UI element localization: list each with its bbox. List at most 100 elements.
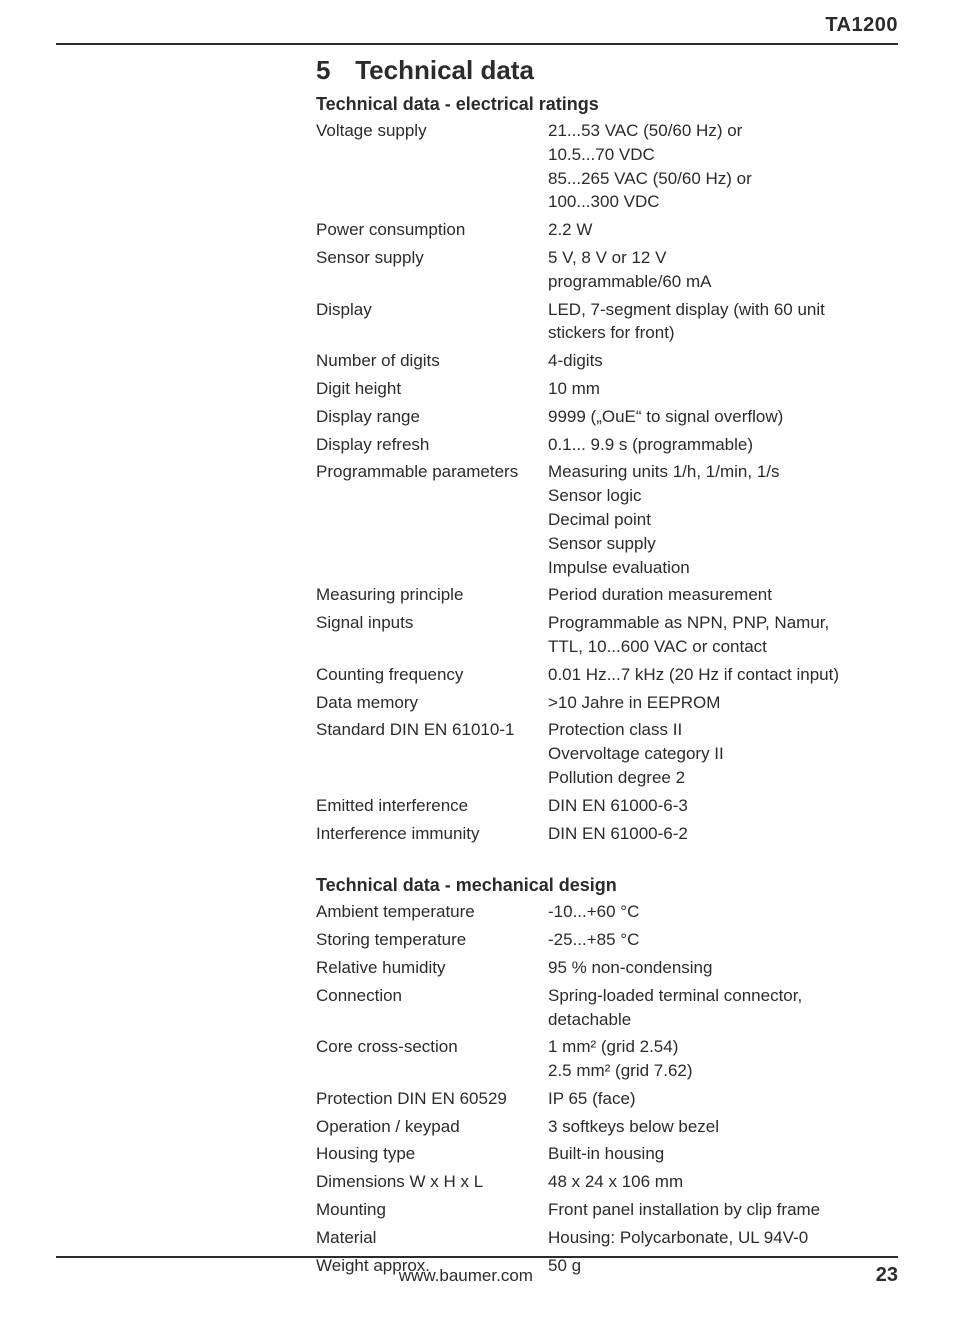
spec-label: Digit height <box>316 377 548 401</box>
spec-value: 2.2 W <box>548 218 898 242</box>
spec-row: Emitted interferenceDIN EN 61000-6-3 <box>316 792 898 820</box>
spec-label: Ambient temperature <box>316 900 548 924</box>
spec-value: 9999 („OuE“ to signal overflow) <box>548 405 898 429</box>
spec-value-line: -25...+85 °C <box>548 928 898 952</box>
spec-label: Sensor supply <box>316 246 548 270</box>
spec-value-line: 9999 („OuE“ to signal overflow) <box>548 405 898 429</box>
spec-label: Relative humidity <box>316 956 548 980</box>
spec-value-line: Spring-loaded terminal connector, <box>548 984 898 1008</box>
spec-row: Measuring principlePeriod duration measu… <box>316 581 898 609</box>
spec-value-line: Programmable as NPN, PNP, Namur, <box>548 611 898 635</box>
spec-row: DisplayLED, 7-segment display (with 60 u… <box>316 296 898 348</box>
spec-value-line: 1 mm² (grid 2.54) <box>548 1035 898 1059</box>
spec-value: 48 x 24 x 106 mm <box>548 1170 898 1194</box>
spec-label: Connection <box>316 984 548 1008</box>
spec-label: Mounting <box>316 1198 548 1222</box>
spec-value-line: Protection class II <box>548 718 898 742</box>
spec-value-line: TTL, 10...600 VAC or contact <box>548 635 898 659</box>
spec-value-line: 21...53 VAC (50/60 Hz) or <box>548 119 898 143</box>
spec-row: Interference immunityDIN EN 61000-6-2 <box>316 820 898 848</box>
spec-label: Display <box>316 298 548 322</box>
spec-value: 4-digits <box>548 349 898 373</box>
spec-row: Dimensions W x H x L48 x 24 x 106 mm <box>316 1168 898 1196</box>
spec-value: Period duration measurement <box>548 583 898 607</box>
spec-row: ConnectionSpring-loaded terminal connect… <box>316 982 898 1034</box>
spec-value-line: DIN EN 61000-6-3 <box>548 794 898 818</box>
spec-value-line: 95 % non-condensing <box>548 956 898 980</box>
section-title: Technical data <box>355 55 534 85</box>
spec-value: >10 Jahre in EEPROM <box>548 691 898 715</box>
spec-row: Data memory>10 Jahre in EEPROM <box>316 689 898 717</box>
spec-value-line: Housing: Polycarbonate, UL 94V-0 <box>548 1226 898 1250</box>
spec-value-line: 48 x 24 x 106 mm <box>548 1170 898 1194</box>
spec-value: DIN EN 61000-6-2 <box>548 822 898 846</box>
spec-row: Standard DIN EN 61010-1Protection class … <box>316 716 898 791</box>
spec-value: -25...+85 °C <box>548 928 898 952</box>
spec-value-line: -10...+60 °C <box>548 900 898 924</box>
page: TA1200 5 Technical data Technical data -… <box>0 0 954 1321</box>
spec-value-line: 10 mm <box>548 377 898 401</box>
footer-url: www.baumer.com <box>56 1266 876 1286</box>
spec-value: 0.01 Hz...7 kHz (20 Hz if contact input) <box>548 663 898 687</box>
spec-value-line: Built-in housing <box>548 1142 898 1166</box>
spec-value-line: 85...265 VAC (50/60 Hz) or <box>548 167 898 191</box>
spec-label: Counting frequency <box>316 663 548 687</box>
section-gap <box>316 847 898 869</box>
spec-value-line: IP 65 (face) <box>548 1087 898 1111</box>
spec-value: IP 65 (face) <box>548 1087 898 1111</box>
spec-row: Ambient temperature-10...+60 °C <box>316 898 898 926</box>
spec-value: DIN EN 61000-6-3 <box>548 794 898 818</box>
spec-value-line: 2.2 W <box>548 218 898 242</box>
section-number: 5 <box>316 55 348 86</box>
spec-row: Voltage supply21...53 VAC (50/60 Hz) or1… <box>316 117 898 216</box>
spec-value: Measuring units 1/h, 1/min, 1/sSensor lo… <box>548 460 898 579</box>
spec-value: 10 mm <box>548 377 898 401</box>
spec-value: 21...53 VAC (50/60 Hz) or10.5...70 VDC85… <box>548 119 898 214</box>
spec-label: Housing type <box>316 1142 548 1166</box>
spec-label: Material <box>316 1226 548 1250</box>
spec-value-line: Sensor supply <box>548 532 898 556</box>
mechanical-table: Ambient temperature-10...+60 °CStoring t… <box>316 898 898 1279</box>
spec-row: Display range9999 („OuE“ to signal overf… <box>316 403 898 431</box>
spec-row: Storing temperature-25...+85 °C <box>316 926 898 954</box>
spec-label: Data memory <box>316 691 548 715</box>
spec-label: Core cross-section <box>316 1035 548 1059</box>
spec-value: 95 % non-condensing <box>548 956 898 980</box>
spec-label: Measuring principle <box>316 583 548 607</box>
spec-value: 1 mm² (grid 2.54)2.5 mm² (grid 7.62) <box>548 1035 898 1083</box>
spec-value-line: 100...300 VDC <box>548 190 898 214</box>
spec-row: Programmable parametersMeasuring units 1… <box>316 458 898 581</box>
spec-value-line: Pollution degree 2 <box>548 766 898 790</box>
spec-value-line: Period duration measurement <box>548 583 898 607</box>
spec-label: Storing temperature <box>316 928 548 952</box>
spec-value: 0.1... 9.9 s (programmable) <box>548 433 898 457</box>
spec-row: Display refresh0.1... 9.9 s (programmabl… <box>316 431 898 459</box>
spec-row: Power consumption2.2 W <box>316 216 898 244</box>
spec-row: Housing typeBuilt-in housing <box>316 1140 898 1168</box>
spec-label: Emitted interference <box>316 794 548 818</box>
spec-value-line: 0.1... 9.9 s (programmable) <box>548 433 898 457</box>
spec-row: Sensor supply5 V, 8 V or 12 Vprogrammabl… <box>316 244 898 296</box>
spec-value: LED, 7-segment display (with 60 unitstic… <box>548 298 898 346</box>
spec-row: Signal inputsProgrammable as NPN, PNP, N… <box>316 609 898 661</box>
spec-row: MaterialHousing: Polycarbonate, UL 94V-0 <box>316 1224 898 1252</box>
spec-value-line: 10.5...70 VDC <box>548 143 898 167</box>
spec-value-line: Overvoltage category II <box>548 742 898 766</box>
spec-value-line: Sensor logic <box>548 484 898 508</box>
spec-value: Programmable as NPN, PNP, Namur,TTL, 10.… <box>548 611 898 659</box>
spec-label: Voltage supply <box>316 119 548 143</box>
spec-row: Operation / keypad3 softkeys below bezel <box>316 1113 898 1141</box>
spec-value-line: programmable/60 mA <box>548 270 898 294</box>
spec-label: Standard DIN EN 61010-1 <box>316 718 548 742</box>
spec-label: Power consumption <box>316 218 548 242</box>
spec-row: Protection DIN EN 60529IP 65 (face) <box>316 1085 898 1113</box>
content-area: 5 Technical data Technical data - electr… <box>56 55 898 1279</box>
spec-value-line: stickers for front) <box>548 321 898 345</box>
model-label: TA1200 <box>825 14 898 37</box>
spec-label: Display refresh <box>316 433 548 457</box>
spec-value: Front panel installation by clip frame <box>548 1198 898 1222</box>
spec-value: -10...+60 °C <box>548 900 898 924</box>
spec-value-line: 5 V, 8 V or 12 V <box>548 246 898 270</box>
spec-value-line: 3 softkeys below bezel <box>548 1115 898 1139</box>
spec-value: Built-in housing <box>548 1142 898 1166</box>
